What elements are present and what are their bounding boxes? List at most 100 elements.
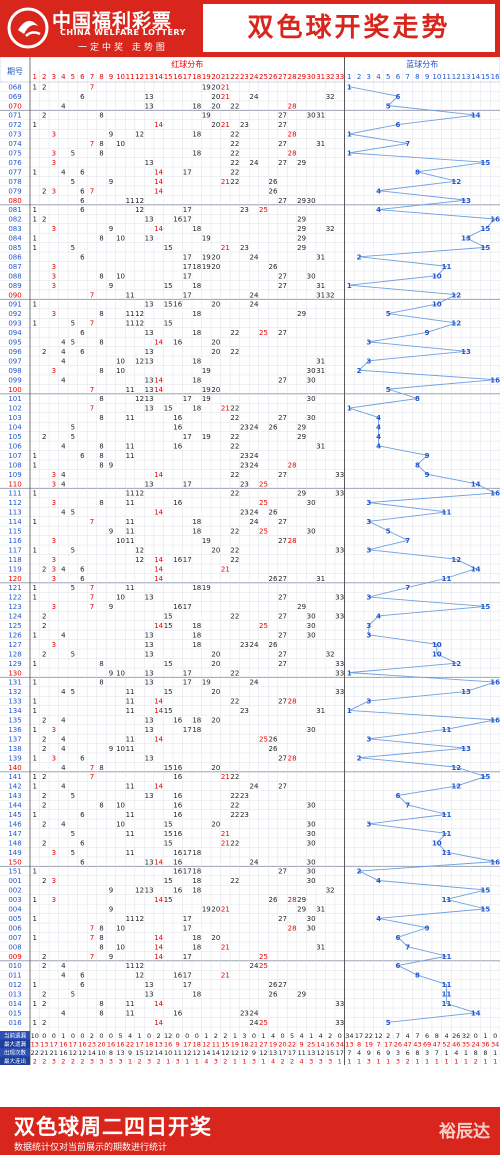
issue-label: 151 [8, 868, 21, 876]
red-ball-mark: 25 [259, 622, 268, 630]
red-ball-mark: 4 [61, 471, 66, 479]
red-ball-mark: 11 [126, 490, 135, 498]
stat-red-value: 14 [88, 1049, 96, 1057]
red-ball-mark: 22 [230, 433, 239, 441]
issue-label: 110 [8, 480, 21, 488]
red-ball-mark: 20 [211, 386, 220, 394]
red-ball-mark: 11 [126, 452, 135, 460]
red-ball-mark: 1 [33, 934, 37, 942]
stat-red-value: 0 [52, 1032, 56, 1040]
red-ball-mark: 26 [269, 735, 278, 743]
red-ball-mark: 23 [240, 1009, 249, 1017]
issue-label: 106 [8, 442, 22, 450]
stat-red-value: 17 [69, 1041, 77, 1049]
blue-number-header: 8 [415, 73, 419, 81]
red-ball-mark: 30 [307, 924, 316, 932]
red-ball-mark: 27 [278, 613, 287, 621]
blue-number-header: 15 [481, 73, 490, 81]
red-ball-mark: 5 [71, 320, 75, 328]
red-ball-mark: 32 [326, 93, 335, 101]
stat-red-value: 0 [71, 1032, 75, 1040]
red-ball-mark: 1 [33, 1000, 37, 1008]
red-ball-mark: 22 [230, 546, 239, 554]
red-ball-mark: 24 [249, 641, 258, 649]
watermark: 裕辰达 [439, 1122, 490, 1142]
red-ball-mark: 24 [249, 679, 258, 687]
stat-red-value: 0 [195, 1032, 199, 1040]
red-ball-mark: 14 [154, 707, 163, 715]
red-ball-mark: 31 [316, 906, 325, 914]
red-ball-mark: 24 [249, 301, 258, 309]
blue-ball-mark: 3 [366, 594, 371, 602]
red-ball-mark: 10 [116, 272, 125, 280]
blue-ball-mark: 11 [442, 1000, 452, 1008]
red-ball-mark: 12 [135, 206, 144, 214]
blue-ball-mark: 11 [442, 509, 452, 517]
red-ball-mark: 10 [116, 924, 125, 932]
red-ball-mark: 15 [164, 282, 173, 290]
red-ball-mark: 13 [145, 631, 154, 639]
stat-blue-value: 1 [464, 1058, 468, 1066]
stat-red-value: 3 [90, 1058, 94, 1066]
blue-ball-mark: 1 [347, 131, 352, 139]
red-ball-mark: 23 [240, 811, 249, 819]
stat-red-value: 3 [242, 1032, 246, 1040]
stat-blue-value: 69 [423, 1041, 431, 1049]
stat-red-value: 9 [300, 1041, 304, 1049]
red-ball-mark: 13 [145, 641, 154, 649]
stat-blue-value: 7 [415, 1032, 419, 1040]
red-number-header: 20 [211, 73, 220, 81]
stat-red-value: 21 [250, 1041, 258, 1049]
red-ball-mark: 1 [33, 168, 37, 176]
stat-red-value: 13 [31, 1041, 39, 1049]
blue-ball-mark: 12 [451, 764, 461, 772]
red-ball-mark: 7 [90, 140, 94, 148]
stat-red-value: 19 [231, 1041, 239, 1049]
red-ball-mark: 13 [145, 754, 154, 762]
blue-ball-mark: 15 [481, 159, 491, 167]
red-ball-mark: 11 [126, 688, 135, 696]
red-ball-mark: 26 [269, 745, 278, 753]
stat-red-value: 2 [223, 1032, 227, 1040]
stat-red-value: 3 [109, 1058, 113, 1066]
red-ball-mark: 10 [116, 357, 125, 365]
red-ball-mark: 20 [211, 660, 220, 668]
red-ball-mark: 30 [307, 839, 316, 847]
stat-red-value: 13 [116, 1049, 124, 1057]
red-ball-mark: 9 [109, 669, 113, 677]
stat-red-value: 4 [271, 1058, 275, 1066]
red-ball-mark: 11 [126, 698, 135, 706]
red-ball-mark: 13 [145, 395, 154, 403]
issue-label: 149 [8, 849, 21, 857]
issue-label: 112 [8, 499, 21, 507]
red-ball-mark: 1 [33, 546, 37, 554]
red-number-header: 30 [307, 73, 316, 81]
red-ball-mark: 27 [278, 537, 287, 545]
blue-ball-mark: 2 [357, 253, 362, 261]
red-ball-mark: 27 [278, 140, 287, 148]
red-ball-mark: 18 [192, 934, 201, 942]
red-ball-mark: 4 [61, 348, 66, 356]
red-ball-mark: 22 [230, 773, 239, 781]
red-ball-mark: 6 [80, 811, 85, 819]
red-ball-mark: 27 [278, 698, 287, 706]
red-ball-mark: 32 [326, 291, 335, 299]
blue-number-header: 16 [491, 73, 500, 81]
stat-red-value: 5 [290, 1032, 294, 1040]
red-ball-mark: 18 [192, 717, 201, 725]
red-ball-mark: 8 [99, 367, 103, 375]
red-ball-mark: 12 [135, 395, 144, 403]
red-ball-mark: 19 [202, 537, 211, 545]
red-ball-mark: 17 [183, 216, 192, 224]
red-ball-mark: 8 [99, 395, 103, 403]
blue-ball-mark: 12 [451, 291, 461, 299]
red-ball-mark: 8 [99, 140, 103, 148]
issue-label: 099 [8, 376, 21, 384]
stat-red-value: 2 [61, 1058, 65, 1066]
issue-label: 140 [8, 764, 21, 772]
brand-name-en: CHINA WELFARE LOTTERY [60, 28, 186, 37]
issue-label: 014 [8, 1000, 22, 1008]
red-ball-mark: 4 [61, 764, 66, 772]
red-ball-mark: 9 [109, 745, 113, 753]
red-ball-mark: 27 [278, 518, 287, 526]
